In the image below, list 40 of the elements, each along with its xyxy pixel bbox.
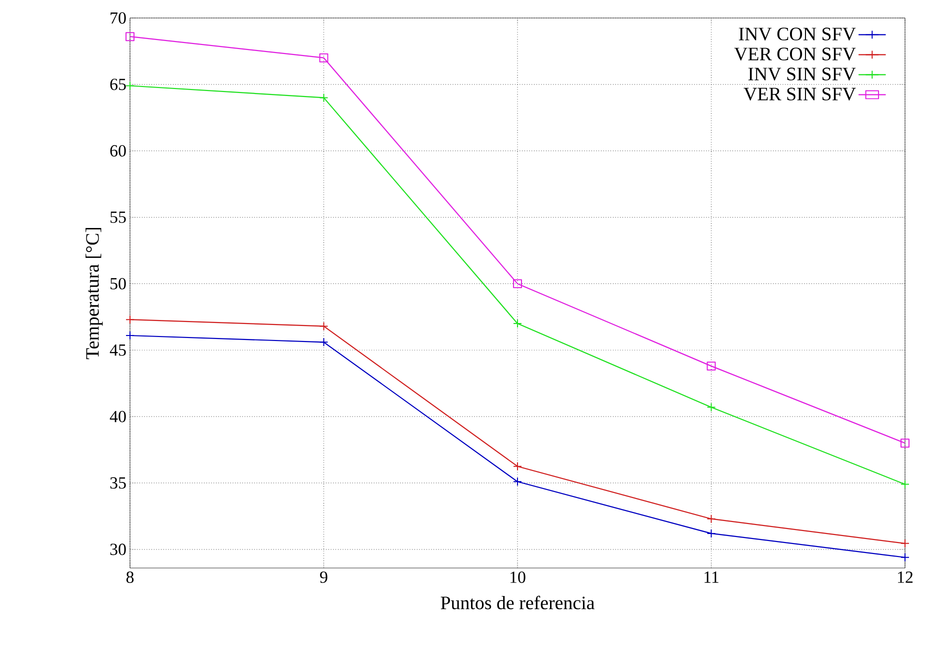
point xyxy=(126,315,134,324)
x-tick-label: 12 xyxy=(898,572,913,583)
x-axis-title: Puntos de referencia xyxy=(440,596,594,610)
y-tick-label: 55 xyxy=(110,212,126,223)
legend-label: INV CON SFV xyxy=(738,28,856,40)
y-tick-label: 30 xyxy=(110,544,126,556)
point xyxy=(900,438,910,448)
point xyxy=(319,53,328,62)
point xyxy=(706,528,716,538)
point xyxy=(319,93,328,102)
point xyxy=(706,362,716,371)
legend-label: VER SIN SFV xyxy=(744,88,856,101)
point xyxy=(706,402,716,412)
point xyxy=(706,514,716,524)
y-axis-title: Temperatura [°C] xyxy=(86,228,103,360)
point xyxy=(126,32,134,42)
x-tick-label: 10 xyxy=(510,572,526,583)
point xyxy=(319,322,328,331)
y-tick-label: 65 xyxy=(110,78,126,90)
legend-label: VER CON SFV xyxy=(734,48,856,60)
point xyxy=(900,552,910,562)
point xyxy=(126,331,134,340)
y-tick-label: 50 xyxy=(110,278,126,290)
y-tick-label: 60 xyxy=(110,145,126,157)
x-tick-label: 9 xyxy=(320,572,328,583)
x-tick-label: 11 xyxy=(704,572,718,583)
point xyxy=(513,319,522,328)
point xyxy=(319,338,328,347)
point xyxy=(126,81,134,90)
y-tick-label: 70 xyxy=(110,12,126,24)
point xyxy=(513,477,522,486)
point xyxy=(513,279,522,288)
point xyxy=(513,462,522,471)
y-tick-label: 40 xyxy=(110,410,126,422)
y-tick-label: 45 xyxy=(110,344,126,356)
x-tick-label: 8 xyxy=(126,572,134,583)
point xyxy=(900,538,910,548)
point xyxy=(900,480,910,489)
y-tick-label: 35 xyxy=(110,477,126,489)
legend-label: INV SIN SFV xyxy=(748,68,856,80)
